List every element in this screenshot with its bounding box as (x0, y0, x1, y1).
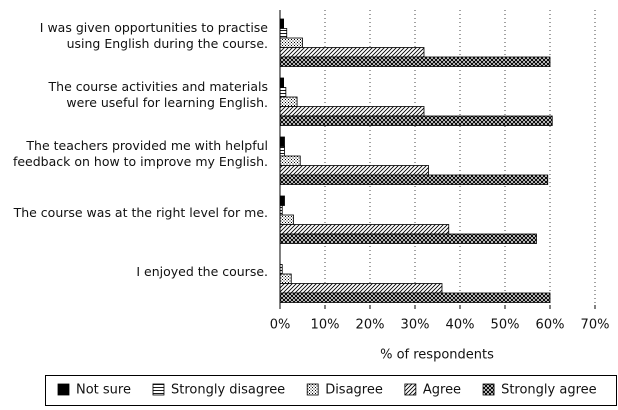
legend-label: Agree (423, 383, 461, 398)
x-tick-label: 60% (536, 318, 565, 333)
legend-swatch (404, 383, 417, 396)
legend-label: Not sure (76, 383, 131, 398)
bar (279, 155, 301, 166)
bar (279, 146, 285, 157)
bar (279, 18, 284, 29)
bar (279, 106, 425, 117)
bar (279, 292, 551, 303)
bar (279, 77, 284, 88)
y-tick-label: I was given opportunities to practise us… (39, 19, 268, 51)
x-tick-label: 30% (401, 318, 430, 333)
legend-label: Disagree (325, 383, 383, 398)
bar (279, 28, 288, 39)
bar (279, 165, 429, 176)
y-tick-label: The course activities and materials were… (48, 78, 268, 110)
x-tick-label: 50% (491, 318, 520, 333)
bar (279, 37, 303, 48)
legend-swatch (57, 383, 70, 396)
bar (279, 273, 292, 284)
legend-swatch (482, 383, 495, 396)
x-tick-label: 10% (311, 318, 340, 333)
y-tick-label: The teachers provided me with helpful fe… (12, 137, 268, 169)
legend-label: Strongly disagree (171, 383, 285, 398)
legend-box (45, 375, 617, 406)
legend-swatch (306, 383, 319, 396)
y-tick-label: I enjoyed the course. (136, 263, 268, 279)
bar (279, 115, 553, 126)
legend-label: Strongly agree (501, 383, 597, 398)
x-tick-label: 20% (356, 318, 385, 333)
y-tick-label: The course was at the right level for me… (13, 204, 268, 220)
x-tick-label: 70% (581, 318, 610, 333)
x-tick-label: 40% (446, 318, 475, 333)
bar (279, 195, 285, 206)
bar (279, 87, 287, 98)
x-tick-label: 0% (270, 318, 291, 333)
bar (279, 233, 537, 244)
bar (279, 214, 294, 225)
bar (279, 136, 285, 147)
bar (279, 56, 551, 67)
bar (279, 174, 549, 185)
bar (279, 96, 298, 107)
bar (279, 224, 450, 235)
x-axis-title: % of respondents (380, 348, 494, 363)
bar (279, 47, 425, 58)
bar (279, 283, 443, 294)
legend-swatch (152, 383, 165, 396)
